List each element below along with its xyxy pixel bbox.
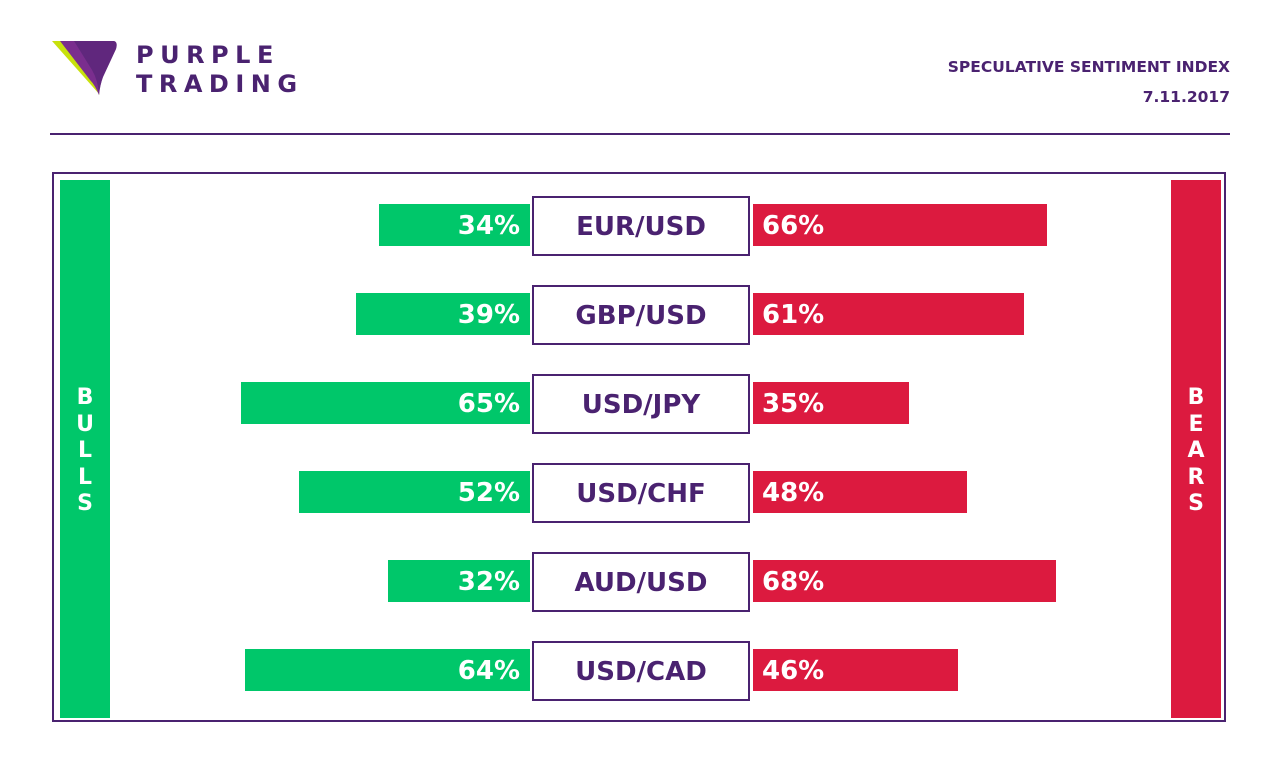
bear-value-label: 35% — [762, 389, 825, 419]
sentiment-row: 39% GBP/USD 61% — [0, 285, 1280, 345]
side-label-letter: B — [1187, 385, 1205, 410]
logo: PURPLE TRADING — [52, 40, 312, 100]
side-label-letter: U — [76, 411, 94, 437]
bull-bar: 32% — [388, 560, 530, 602]
bear-bar: 46% — [753, 649, 958, 691]
side-label-letter: B — [76, 385, 94, 410]
purple-arrow-logo-icon — [52, 41, 117, 95]
report-date: 7.11.2017 — [1142, 88, 1230, 106]
bull-bar: 52% — [299, 471, 530, 513]
bull-bar: 39% — [356, 293, 530, 335]
bull-bar: 65% — [241, 382, 530, 424]
bear-bar: 66% — [753, 204, 1047, 246]
side-label-letter: R — [1187, 464, 1205, 490]
currency-pair-label: USD/CAD — [532, 641, 750, 701]
currency-pair-label: AUD/USD — [532, 552, 750, 612]
bull-value-label: 65% — [457, 389, 520, 419]
header-divider — [50, 133, 1230, 135]
side-label-letter: L — [77, 464, 93, 490]
chart-frame — [52, 172, 1226, 722]
bear-value-label: 68% — [762, 567, 825, 597]
report-title: SPECULATIVE SENTIMENT INDEX — [947, 58, 1230, 76]
bull-value-label: 39% — [457, 300, 520, 330]
bear-value-label: 66% — [762, 211, 825, 241]
brand-name-line2: TRADING — [136, 70, 304, 98]
bear-bar: 68% — [753, 560, 1056, 602]
side-label-letter: A — [1187, 438, 1205, 463]
side-label-letter: L — [77, 438, 93, 463]
sentiment-row: 32% AUD/USD 68% — [0, 552, 1280, 612]
side-label-letter: S — [1188, 491, 1204, 516]
side-label-letter: E — [1188, 411, 1204, 437]
bear-bar: 48% — [753, 471, 967, 513]
currency-pair-label: EUR/USD — [532, 196, 750, 256]
report-header: SPECULATIVE SENTIMENT INDEX 7.11.2017 — [948, 58, 1230, 106]
brand-name-line1: PURPLE — [136, 41, 280, 69]
bear-bar: 61% — [753, 293, 1024, 335]
bull-bar: 64% — [245, 649, 530, 691]
sentiment-row: 64% USD/CAD 46% — [0, 641, 1280, 701]
sentiment-row: 65% USD/JPY 35% — [0, 374, 1280, 434]
bull-value-label: 32% — [457, 567, 520, 597]
brand-wordmark: PURPLE TRADING — [136, 41, 304, 99]
bear-bar: 35% — [753, 382, 909, 424]
bull-value-label: 34% — [457, 211, 520, 241]
bull-bar: 34% — [379, 204, 530, 246]
bear-value-label: 61% — [762, 300, 825, 330]
currency-pair-label: USD/CHF — [532, 463, 750, 523]
bear-value-label: 48% — [762, 478, 825, 508]
bull-value-label: 52% — [457, 478, 520, 508]
currency-pair-label: USD/JPY — [532, 374, 750, 434]
side-label-letter: S — [77, 491, 93, 516]
currency-pair-label: GBP/USD — [532, 285, 750, 345]
bull-value-label: 64% — [457, 656, 520, 686]
bear-value-label: 46% — [762, 656, 825, 686]
sentiment-row: 52% USD/CHF 48% — [0, 463, 1280, 523]
sentiment-row: 34% EUR/USD 66% — [0, 196, 1280, 256]
